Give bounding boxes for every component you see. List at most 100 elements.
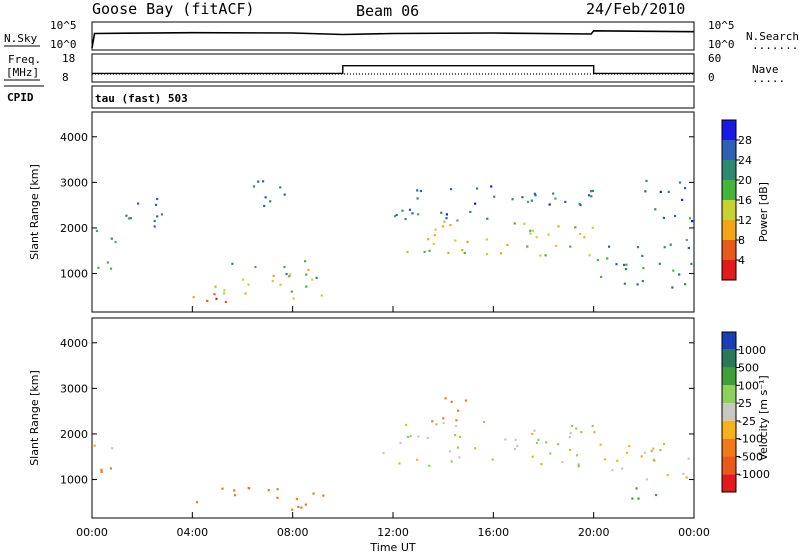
heatmap-cell bbox=[289, 273, 292, 276]
heatmap-cell bbox=[663, 246, 666, 249]
heatmap-cell bbox=[678, 181, 682, 184]
y-tick-label: 2000 bbox=[60, 222, 88, 235]
nave-tick-top: 60 bbox=[708, 52, 721, 65]
heatmap-cell bbox=[247, 486, 250, 490]
heatmap-cell bbox=[587, 194, 591, 197]
x-tick-label: 16:00 bbox=[477, 526, 509, 539]
heatmap-cell bbox=[447, 251, 450, 254]
heatmap-cell bbox=[223, 289, 226, 292]
heatmap-cell bbox=[506, 243, 509, 247]
colorbar-segment bbox=[722, 140, 736, 160]
heatmap-cell bbox=[642, 267, 645, 270]
heatmap-cell bbox=[513, 222, 516, 225]
heatmap-cell bbox=[127, 217, 131, 220]
heatmap-cell bbox=[641, 254, 644, 257]
heatmap-cell bbox=[615, 263, 618, 266]
heatmap-cell bbox=[432, 242, 435, 245]
heatmap-cell bbox=[625, 451, 628, 454]
heatmap-cell bbox=[687, 457, 690, 460]
nsearch-tick-top: 10^5 bbox=[708, 19, 735, 32]
heatmap-cell bbox=[307, 268, 310, 271]
colorbar-segment bbox=[722, 420, 736, 439]
heatmap-cell bbox=[461, 249, 464, 252]
heatmap-cell bbox=[428, 464, 431, 467]
nsky-panel-frame bbox=[91, 21, 695, 51]
heatmap-cell bbox=[114, 240, 117, 244]
heatmap-cell bbox=[224, 300, 227, 304]
heatmap-cell bbox=[637, 497, 640, 500]
colorbar-tick-label: -1000 bbox=[738, 468, 770, 481]
colorbar-tick-label: 28 bbox=[738, 134, 752, 147]
velocity-ylabel: Slant Range [km] bbox=[28, 370, 41, 466]
heatmap-cell bbox=[456, 446, 459, 449]
colorbar-segment bbox=[722, 180, 736, 200]
heatmap-cell bbox=[454, 433, 457, 437]
heatmap-cell bbox=[685, 238, 688, 242]
heatmap-cell bbox=[234, 494, 237, 497]
heatmap-cell bbox=[156, 215, 159, 218]
heatmap-cell bbox=[291, 508, 294, 511]
velocity-colorbar-label: Velocity [m s⁻¹] bbox=[757, 375, 770, 460]
heatmap-cell bbox=[684, 283, 687, 286]
nsearch-tick-bottom: 10^0 bbox=[708, 38, 735, 51]
y-tick-label: 2000 bbox=[60, 428, 88, 441]
colorbar-segment bbox=[722, 349, 736, 368]
heatmap-cell bbox=[466, 240, 469, 243]
heatmap-cell bbox=[531, 229, 535, 232]
heatmap-cell bbox=[552, 192, 555, 195]
heatmap-cell bbox=[580, 431, 583, 434]
heatmap-cell bbox=[395, 213, 398, 217]
heatmap-cell bbox=[600, 275, 603, 279]
heatmap-cell bbox=[433, 234, 436, 237]
heatmap-cell bbox=[295, 497, 299, 501]
heatmap-cell bbox=[687, 246, 690, 250]
colorbar-segment bbox=[722, 403, 736, 421]
heatmap-cell bbox=[279, 186, 282, 189]
heatmap-cell bbox=[457, 409, 460, 412]
heatmap-cell bbox=[95, 229, 99, 232]
heatmap-cell bbox=[322, 494, 325, 497]
colorbar-frame bbox=[721, 331, 737, 493]
colorbar-tick-label: 100 bbox=[738, 379, 759, 392]
y-tick-label: 4000 bbox=[60, 337, 88, 350]
heatmap-cell bbox=[531, 455, 534, 458]
heatmap-cell bbox=[476, 187, 479, 190]
x-tick-label: 00:00 bbox=[678, 526, 710, 539]
heatmap-cell bbox=[636, 283, 639, 286]
heatmap-cell bbox=[486, 217, 489, 220]
nsearch-label: N.Search bbox=[746, 30, 799, 43]
heatmap-cell bbox=[547, 233, 550, 236]
heatmap-cell bbox=[474, 202, 477, 205]
heatmap-cell bbox=[659, 190, 662, 193]
heatmap-cell bbox=[257, 180, 260, 183]
power-colorbar-label: Power [dB] bbox=[757, 182, 770, 242]
heatmap-cell bbox=[111, 447, 114, 450]
heatmap-cell bbox=[109, 467, 112, 470]
heatmap-cell bbox=[300, 506, 303, 509]
heatmap-cell bbox=[423, 250, 426, 253]
heatmap-cell bbox=[304, 260, 307, 263]
x-tick-label: 20:00 bbox=[578, 526, 610, 539]
heatmap-cell bbox=[285, 272, 288, 276]
heatmap-cell bbox=[435, 423, 438, 426]
heatmap-cell bbox=[404, 217, 407, 221]
heatmap-cell bbox=[454, 239, 457, 242]
heatmap-cell bbox=[681, 198, 684, 201]
heatmap-cell bbox=[514, 447, 517, 451]
heatmap-cell bbox=[474, 447, 477, 450]
heatmap-cell bbox=[311, 278, 314, 281]
heatmap-cell bbox=[579, 204, 582, 207]
heatmap-cell bbox=[526, 245, 529, 248]
heatmap-cell bbox=[269, 200, 272, 203]
heatmap-cell bbox=[442, 417, 445, 420]
heatmap-cell bbox=[655, 493, 658, 497]
heatmap-cell bbox=[455, 419, 458, 422]
colorbar-segment bbox=[722, 200, 736, 220]
heatmap-cell bbox=[445, 217, 448, 220]
beam-title: Beam 06 bbox=[356, 2, 419, 20]
heatmap-cell bbox=[137, 202, 140, 205]
heatmap-cell bbox=[206, 299, 209, 302]
cpid-label: CPID bbox=[7, 91, 34, 104]
colorbar-segment bbox=[722, 367, 736, 386]
